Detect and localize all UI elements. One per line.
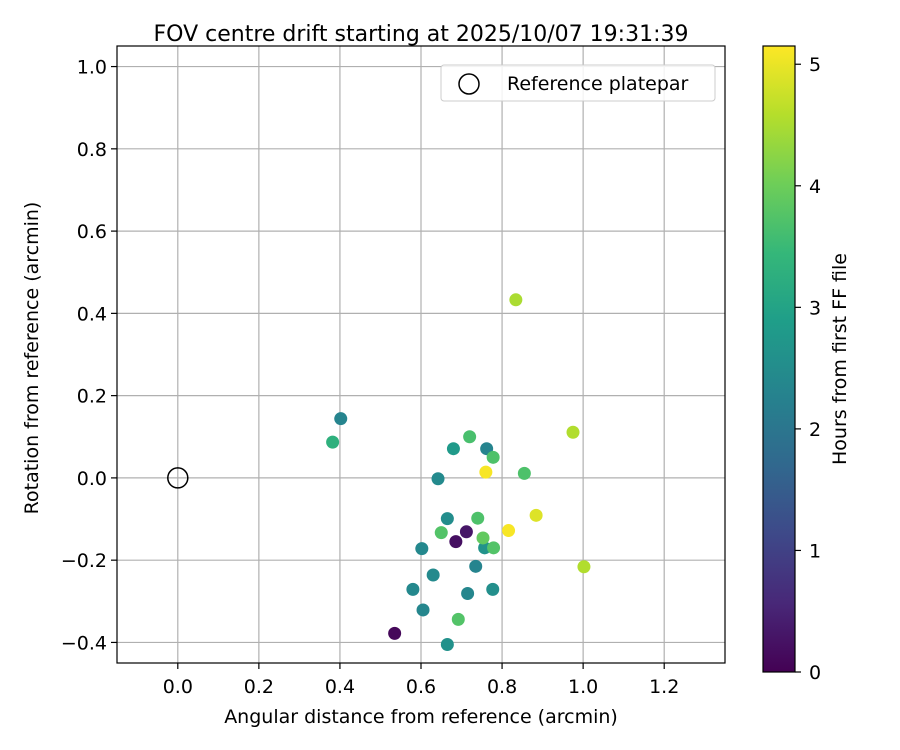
legend: Reference platepar [440,64,716,102]
data-point [446,442,460,456]
data-point [326,435,340,449]
data-point [502,524,516,538]
x-tick-label: 0.2 [244,676,274,698]
data-point [449,535,463,549]
chart-title: FOV centre drift starting at 2025/10/07 … [154,22,689,47]
x-tick-label: 0.6 [406,676,436,698]
y-tick-label: 1.0 [77,57,107,79]
data-point [487,541,501,555]
legend-box [440,64,716,102]
data-point [461,586,475,600]
data-point [469,559,483,573]
legend-marker [458,73,480,95]
legend-label: Reference platepar [507,73,689,95]
data-point [486,582,500,596]
data-point [471,511,485,525]
colorbar-tick-label: 1 [809,540,821,562]
x-tick-label: 0.0 [163,676,193,698]
data-point [426,568,440,582]
data-point [431,472,445,486]
data-point [509,293,523,307]
y-tick-label: 0.8 [77,139,107,161]
data-point [478,541,492,555]
data-point [416,603,430,617]
y-tick-label: 0.4 [77,303,107,325]
colorbar-tick-label: 5 [809,54,821,76]
data-point [440,512,454,526]
data-point [479,465,493,479]
data-point [463,430,477,444]
y-tick-label: 0.2 [77,386,107,408]
colorbar-tick-label: 4 [809,176,821,198]
data-point [459,525,473,539]
x-tick-label: 1.0 [568,676,598,698]
y-tick-label: −0.2 [61,550,107,572]
colorbar-tick-label: 2 [809,419,821,441]
data-point [486,450,500,464]
data-points [167,293,591,651]
y-tick-label: 0.0 [77,468,107,490]
y-tick-label: −0.4 [61,632,107,654]
data-point [406,582,420,596]
y-axis-label: Rotation from reference (arcmin) [21,202,43,515]
data-point [566,425,580,439]
reference-platepar-marker [167,467,189,489]
data-point [415,542,429,556]
data-point [577,560,591,574]
x-tick-label: 1.2 [649,676,679,698]
x-axis-label: Angular distance from reference (arcmin) [224,706,618,728]
data-point [451,612,465,626]
data-point [517,466,531,480]
data-point [388,626,402,640]
y-tick-label: 0.6 [77,221,107,243]
data-point [529,508,543,522]
plot-frame [116,45,726,664]
colorbar-tick-label: 0 [809,662,821,684]
colorbar-gradient [762,45,796,673]
data-point [434,526,448,540]
x-tick-label: 0.8 [487,676,517,698]
data-point [476,531,490,545]
data-point [440,637,454,651]
colorbar-label: Hours from first FF file [829,253,851,465]
grid [117,46,725,663]
colorbar-tick-label: 3 [809,297,821,319]
colorbar-ticks: 0 1 2 3 4 5 [795,54,821,684]
colorbar: 0 1 2 3 4 5 Hours from first FF file [762,45,851,684]
axis-ticks: 0.0 0.2 0.4 0.6 0.8 1.0 1.2 −0.4 −0.2 0.0 0.2 0.4 0.… [61,57,679,698]
x-tick-label: 0.4 [325,676,355,698]
data-point [334,412,348,426]
